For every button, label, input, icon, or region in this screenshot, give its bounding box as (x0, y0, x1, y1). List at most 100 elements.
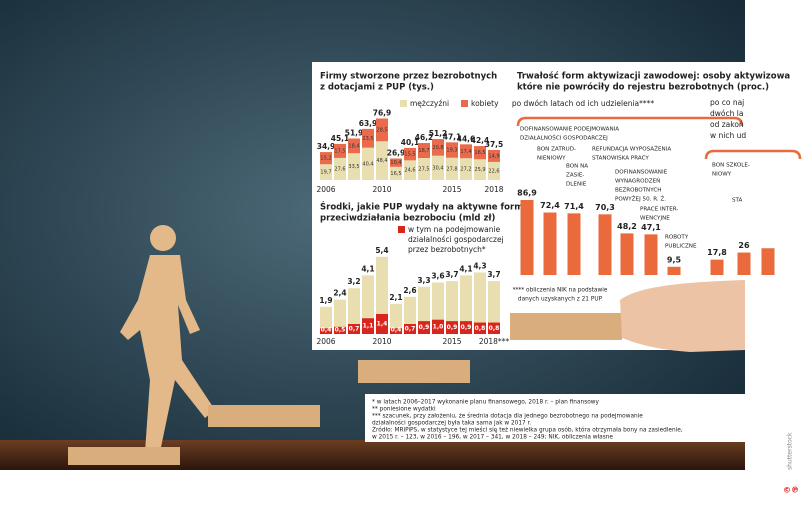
chart-note: danych uzyskanych z 21 PUP (518, 297, 603, 303)
bar (348, 288, 360, 334)
x-tick-label: 2018 (484, 185, 503, 194)
chart-title: które nie powróciły do rejestru bezrobot… (517, 82, 769, 93)
bar-segment (348, 138, 360, 154)
x-tick-label: 2015 (442, 337, 461, 346)
bar (320, 306, 332, 334)
group-header: po dwóch latach od ich udzielenia**** (512, 99, 655, 108)
value-label: 2,6 (403, 286, 416, 295)
segment-label: 23,5 (362, 136, 373, 142)
subset-label: 0,9 (419, 324, 430, 331)
total-label: 46,2 (415, 133, 434, 142)
segment-label: 25,9 (474, 167, 485, 173)
bar-subset (320, 328, 332, 334)
value-label: 3,7 (445, 270, 458, 279)
segment-label: 19,3 (446, 148, 457, 154)
total-label: 47,1 (443, 132, 462, 141)
bar (488, 281, 500, 334)
legend-swatch (461, 100, 468, 107)
category-label: NIENIOWY (537, 156, 566, 162)
bar-segment (474, 159, 486, 180)
subset-label: 0,7 (405, 325, 416, 332)
value-label: 86,9 (517, 189, 537, 198)
value-label: 26 (738, 241, 750, 250)
segment-label: 17,5 (334, 148, 345, 154)
category-label: DLENIE (566, 182, 587, 188)
subset-label: 0,9 (461, 324, 472, 331)
step (68, 447, 180, 465)
subset-label: 1,4 (377, 320, 388, 327)
category-label: WYNAGRODZEŃ (615, 178, 660, 185)
bar-segment (460, 158, 472, 180)
category-label: BON SZKOLE- (712, 163, 750, 169)
segment-label: 28,5 (376, 127, 387, 133)
bar-segment (474, 146, 486, 160)
total-label: 40,1 (401, 138, 420, 147)
total-label: 63,9 (359, 119, 378, 128)
segment-label: 40,4 (362, 161, 373, 167)
value-label: 4,3 (473, 262, 486, 271)
x-tick-label: 2015 (442, 185, 461, 194)
legend-label: działalności gospodarczej (408, 235, 504, 244)
step (358, 360, 470, 383)
segment-label: 16,5 (474, 150, 485, 156)
segment-label: 27,5 (418, 167, 429, 173)
step (510, 313, 622, 340)
bar-segment (362, 147, 374, 180)
bar-segment (446, 157, 458, 180)
total-label: 51,2 (429, 129, 448, 138)
bar-segment (376, 141, 388, 180)
footnote: * w latach 2006–2017 wykonanie planu fin… (372, 400, 600, 406)
category-label: WENCYJNE (640, 216, 670, 222)
group-header: dwóch la (710, 109, 743, 118)
chart-note: **** obliczenia NIK na podstawie (513, 288, 608, 294)
bar-subset (362, 318, 374, 334)
bar-segment (432, 155, 444, 180)
category-label: BEZROBOTNYCH (615, 188, 661, 194)
total-label: 42,4 (471, 136, 490, 145)
subset-label: 0,4 (321, 327, 332, 334)
subset-label: 1,1 (363, 323, 374, 330)
group-header: po co naj (710, 98, 744, 107)
subset-label: 0,4 (391, 327, 402, 334)
total-label: 37,5 (485, 140, 504, 149)
x-tick-label: 2006 (316, 337, 335, 346)
subset-label: 0,9 (447, 324, 458, 331)
x-tick-label: 2006 (316, 185, 335, 194)
footnote: Źródło: MRiPiPS, w statystyce tej mieści… (372, 426, 683, 434)
footnote-panel (365, 394, 745, 442)
segment-label: 48,4 (376, 158, 387, 164)
category-label: PUBLICZNE (665, 244, 697, 250)
bar-segment (390, 158, 402, 167)
bar (446, 281, 458, 334)
value-label: 17,8 (707, 248, 727, 257)
subset-label: 0,5 (335, 327, 346, 334)
bar-subset (376, 313, 388, 334)
segment-label: 17,4 (460, 149, 471, 155)
bar (390, 303, 402, 334)
legend-swatch (398, 226, 405, 233)
value-label: 2,1 (389, 293, 402, 302)
bar (620, 233, 634, 275)
segment-label: 18,4 (348, 143, 359, 149)
footnote: *** szacunek, przy założeniu, że średnia… (372, 413, 643, 420)
chart-title: z dotacjami z PUP (tys.) (320, 83, 434, 93)
bar (460, 275, 472, 334)
legend-label: przez bezrobotnych* (408, 245, 486, 254)
segment-label: 15,5 (404, 152, 415, 158)
photo-credit: shutterstock (787, 432, 794, 470)
segment-label: 10,4 (390, 160, 401, 166)
segment-label: 15,2 (320, 156, 331, 162)
chart-title: Firmy stworzone przez bezrobotnych (320, 72, 497, 82)
wooden-figure (120, 225, 215, 452)
bar (543, 212, 557, 275)
chart-title: Środki, jakie PUP wydały na aktywne form… (320, 201, 529, 213)
bar-subset (432, 319, 444, 334)
segment-label: 14,9 (488, 153, 499, 159)
category-label: NIOWY (712, 172, 732, 178)
bar-subset (404, 323, 416, 334)
total-label: 44,6 (457, 134, 476, 143)
bar (710, 259, 724, 275)
bar (598, 214, 612, 275)
bar-subset (348, 323, 360, 334)
